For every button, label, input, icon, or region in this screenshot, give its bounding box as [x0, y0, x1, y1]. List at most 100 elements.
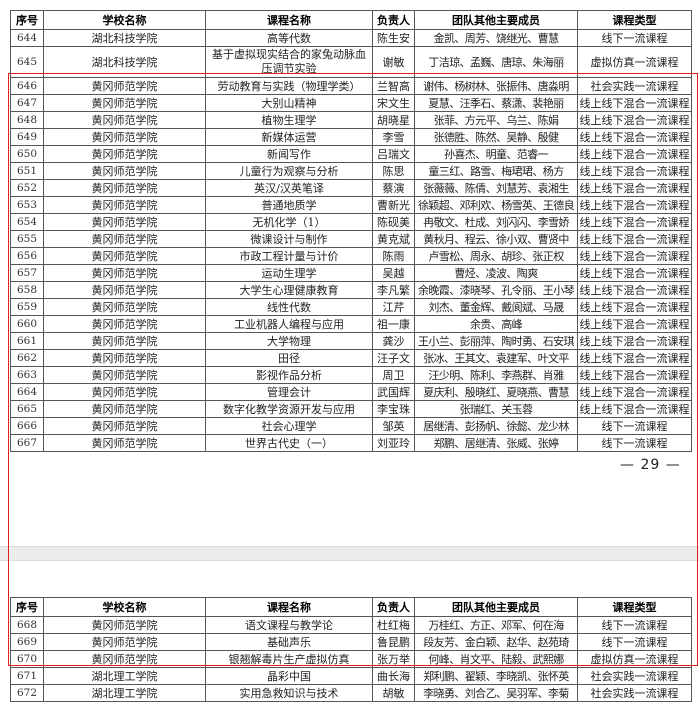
cell-team-members: 冉敬文、杜成、刘闪闪、李雪娇	[414, 213, 578, 231]
cell-school-name: 黄冈师范学院	[43, 247, 206, 265]
cell-team-members: 张冰、王其文、袁建军、叶文平	[414, 349, 578, 367]
cell-school-name: 湖北科技学院	[43, 46, 206, 78]
cell-team-members: 张薇薇、陈倩、刘慧芳、袁湘生	[414, 179, 578, 197]
cell-course-name: 儿童行为观察与分析	[205, 162, 373, 180]
cell-serial-number: 645	[10, 46, 44, 78]
cell-school-name: 黄冈师范学院	[43, 230, 206, 248]
cell-course-name: 社会心理学	[205, 417, 373, 435]
cell-team-members: 段友芳、金白颖、赵华、赵苑琦	[414, 633, 578, 651]
cell-team-members: 郑利鹏、翟颖、李晓凯、张怀英	[414, 667, 578, 685]
cell-lead-person: 李雪	[372, 128, 415, 146]
cell-serial-number: 663	[10, 366, 44, 384]
cell-course-name: 高等代数	[205, 29, 373, 47]
cell-serial-number: 648	[10, 111, 44, 129]
cell-course-name: 市政工程计量与计价	[205, 247, 373, 265]
cell-course-type: 线上线下混合一流课程	[577, 383, 692, 401]
cell-course-type: 线上线下混合一流课程	[577, 281, 692, 299]
cell-team-members: 孙喜杰、明童、范睿一	[414, 145, 578, 163]
table-row: 660 黄冈师范学院 工业机器人编程与应用 祖一康 余贵、高峰 线上线下混合一流课程	[10, 315, 692, 333]
cell-serial-number: 662	[10, 349, 44, 367]
cell-course-type: 线上线下混合一流课程	[577, 94, 692, 112]
cell-lead-person: 曹新光	[372, 196, 415, 214]
cell-school-name: 黄冈师范学院	[43, 77, 206, 95]
table-row: 647 黄冈师范学院 大别山精神 宋文生 夏慧、汪季石、蔡潇、裴艳丽 线上线下混合一流课程	[10, 94, 692, 112]
cell-school-name: 黄冈师范学院	[43, 383, 206, 401]
cell-school-name: 黄冈师范学院	[43, 616, 206, 634]
cell-course-name: 新闻写作	[205, 145, 373, 163]
cell-school-name: 黄冈师范学院	[43, 650, 206, 668]
cell-course-type: 线上线下混合一流课程	[577, 196, 692, 214]
cell-serial-number: 656	[10, 247, 44, 265]
cell-course-name: 植物生理学	[205, 111, 373, 129]
cell-course-name: 世界古代史（一）	[205, 434, 373, 452]
cell-serial-number: 666	[10, 417, 44, 435]
cell-course-name: 大学生心理健康教育	[205, 281, 373, 299]
table-row: 667 黄冈师范学院 世界古代史（一） 刘亚玲 郑鹏、居继清、张威、张婷 线下一流课程	[10, 434, 692, 452]
cell-team-members: 童三红、路雪、梅珺珺、杨方	[414, 162, 578, 180]
cell-lead-person: 祖一康	[372, 315, 415, 333]
cell-course-type: 虚拟仿真一流课程	[577, 46, 692, 78]
cell-serial-number: 665	[10, 400, 44, 418]
cell-lead-person: 蔡演	[372, 179, 415, 197]
cell-school-name: 黄冈师范学院	[43, 281, 206, 299]
cell-course-name: 劳动教育与实践（物理学类）	[205, 77, 373, 95]
cell-serial-number: 667	[10, 434, 44, 452]
table-row: 658 黄冈师范学院 大学生心理健康教育 李凡繁 余晚霞、漆晓琴、孔令丽、王小琴 线上线下…	[10, 281, 692, 299]
cell-course-name: 运动生理学	[205, 264, 373, 282]
table-row: 648 黄冈师范学院 植物生理学 胡晓星 张菲、方元平、乌兰、陈娟 线上线下混合一流课程	[10, 111, 692, 129]
cell-team-members: 曹烃、凌波、陶爽	[414, 264, 578, 282]
cell-serial-number: 671	[10, 667, 44, 685]
cell-team-members: 卢雪松、周永、胡珍、张正权	[414, 247, 578, 265]
cell-school-name: 黄冈师范学院	[43, 366, 206, 384]
header-lead-person: 负责人	[372, 10, 415, 30]
cell-team-members: 夏慧、汪季石、蔡潇、裴艳丽	[414, 94, 578, 112]
header-lead-person: 负责人	[372, 597, 415, 617]
table-row: 662 黄冈师范学院 田径 汪子文 张冰、王其文、袁建军、叶文平 线上线下混合一流课程	[10, 349, 692, 367]
cell-course-name: 晶彩中国	[205, 667, 373, 685]
cell-lead-person: 周卫	[372, 366, 415, 384]
cell-school-name: 湖北理工学院	[43, 667, 206, 685]
cell-team-members: 丁洁琼、孟巍、唐琼、朱海丽	[414, 46, 578, 78]
table-row: 657 黄冈师范学院 运动生理学 吴越 曹烃、凌波、陶爽 线上线下混合一流课程	[10, 264, 692, 282]
cell-serial-number: 657	[10, 264, 44, 282]
cell-course-name: 管理会计	[205, 383, 373, 401]
cell-team-members: 金凯、周芳、饶继光、曹慧	[414, 29, 578, 47]
table-row: 668 黄冈师范学院 语文课程与教学论 杜红梅 万桂红、方正、邓军、何在海 线下一流课程	[10, 616, 692, 634]
cell-course-name: 基础声乐	[205, 633, 373, 651]
table-row: 651 黄冈师范学院 儿童行为观察与分析 陈思 童三红、路雪、梅珺珺、杨方 线上线下混合一…	[10, 162, 692, 180]
cell-course-type: 线下一流课程	[577, 616, 692, 634]
cell-course-type: 线上线下混合一流课程	[577, 315, 692, 333]
cell-course-name: 普通地质学	[205, 196, 373, 214]
cell-course-type: 线上线下混合一流课程	[577, 332, 692, 350]
cell-school-name: 黄冈师范学院	[43, 196, 206, 214]
cell-lead-person: 黄克斌	[372, 230, 415, 248]
cell-course-type: 社会实践一流课程	[577, 667, 692, 685]
cell-course-name: 语文课程与教学论	[205, 616, 373, 634]
cell-lead-person: 武国辉	[372, 383, 415, 401]
table-row: 670 黄冈师范学院 银翘解毒片生产虚拟仿真 张万举 何峰、肖文平、陆毅、武熙娜 虚拟仿真…	[10, 650, 692, 668]
cell-team-members: 李晓勇、刘合乙、吴羽军、李菊	[414, 684, 578, 702]
cell-course-type: 线上线下混合一流课程	[577, 145, 692, 163]
cell-team-members: 夏庆利、殷晓红、夏晓燕、曹慧	[414, 383, 578, 401]
cell-school-name: 黄冈师范学院	[43, 145, 206, 163]
cell-course-name: 实用急救知识与技术	[205, 684, 373, 702]
cell-lead-person: 陈砚美	[372, 213, 415, 231]
cell-team-members: 汪少明、陈利、李燕群、肖雅	[414, 366, 578, 384]
table-row: 655 黄冈师范学院 微课设计与制作 黄克斌 黄秋月、程云、徐小双、曹贤中 线上线下混合一…	[10, 230, 692, 248]
cell-school-name: 黄冈师范学院	[43, 179, 206, 197]
table-row: 654 黄冈师范学院 无机化学（1） 陈砚美 冉敬文、杜成、刘闪闪、李雪娇 线上线下混合一…	[10, 213, 692, 231]
cell-course-name: 无机化学（1）	[205, 213, 373, 231]
cell-course-name: 线性代数	[205, 298, 373, 316]
cell-course-type: 线上线下混合一流课程	[577, 230, 692, 248]
cell-course-name: 田径	[205, 349, 373, 367]
cell-school-name: 黄冈师范学院	[43, 434, 206, 452]
header-team-members: 团队其他主要成员	[414, 597, 578, 617]
table-row: 653 黄冈师范学院 普通地质学 曹新光 徐颖超、邓利欢、杨雪英、王德良 线上线下混合一流…	[10, 196, 692, 214]
cell-lead-person: 杜红梅	[372, 616, 415, 634]
table-row: 661 黄冈师范学院 大学物理 龚沙 王小兰、彭丽萍、陶时勇、石安琪 线上线下混合一流课程	[10, 332, 692, 350]
cell-lead-person: 李宝珠	[372, 400, 415, 418]
course-table-page-29: 序号 学校名称 课程名称 负责人 团队其他主要成员 课程类型 644 湖北科技学院 高等代数陈…	[10, 10, 692, 452]
cell-lead-person: 刘亚玲	[372, 434, 415, 452]
header-course-name: 课程名称	[205, 10, 373, 30]
cell-team-members: 徐颖超、邓利欢、杨雪英、王德良	[414, 196, 578, 214]
